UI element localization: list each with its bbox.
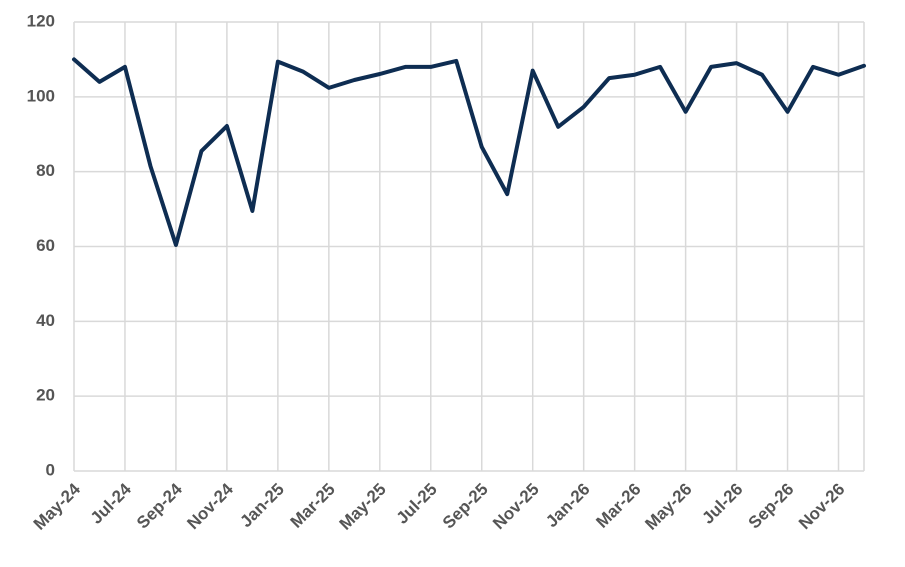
y-tick-label: 20 [36,386,55,405]
x-tick-label: Jan-26 [542,480,594,532]
x-tick-label: Sep-25 [439,480,492,533]
x-tick-label: May-26 [641,480,695,534]
x-tick-label: Sep-24 [133,479,186,532]
y-tick-label: 80 [36,161,55,180]
x-tick-label: May-24 [30,479,85,534]
x-tick-label: Mar-26 [592,480,644,532]
x-tick-label: Jul-26 [698,480,746,528]
x-tick-label: Sep-26 [745,480,798,533]
y-tick-label: 120 [27,11,55,30]
x-tick-label: Nov-24 [183,479,237,533]
y-tick-label: 40 [36,311,55,330]
y-tick-label: 0 [46,460,55,479]
y-tick-label: 100 [27,86,55,105]
x-tick-label: Jul-24 [87,479,136,528]
x-tick-label: Nov-25 [489,480,543,534]
y-tick-label: 60 [36,236,55,255]
x-tick-label: May-25 [336,480,390,534]
x-tick-label: Mar-25 [287,480,339,532]
x-tick-label: Nov-26 [795,480,849,534]
data-line [72,57,866,248]
x-tick-label: Jul-25 [393,480,441,528]
x-tick-label: Jan-25 [236,480,288,532]
